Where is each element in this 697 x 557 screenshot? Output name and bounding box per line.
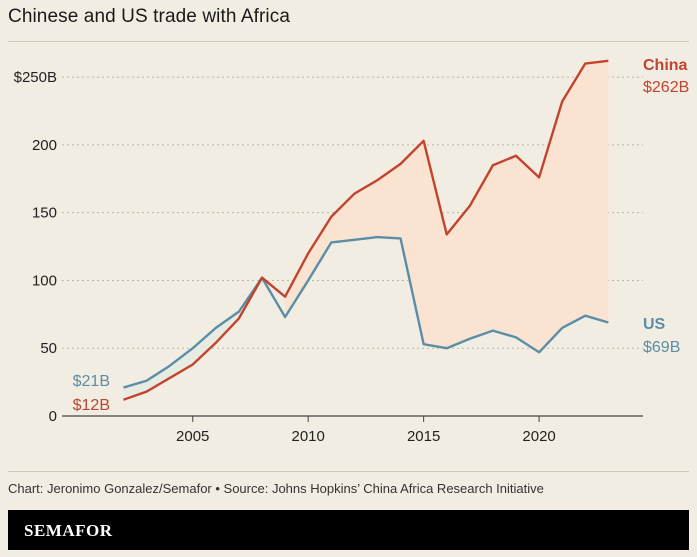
- top-divider: [8, 41, 689, 42]
- line-chart: China $262B US $69B $21B $12B 0 50 100 150 200 $25…: [14, 57, 690, 445]
- y-tick-label-250: $250B: [14, 69, 57, 86]
- us-start-value-label: $21B: [73, 373, 110, 390]
- brand-bar: SEMAFOR: [8, 510, 689, 550]
- china-name-label: China: [643, 57, 688, 74]
- y-tick-label-200: 200: [32, 137, 57, 154]
- chart-title: Chinese and US trade with Africa: [8, 6, 291, 27]
- gridlines: [62, 76, 643, 417]
- bottom-divider: [8, 471, 689, 472]
- y-tick-label-50: 50: [40, 340, 57, 357]
- x-tick-label-2015: 2015: [407, 428, 440, 445]
- x-tick-label-2010: 2010: [291, 428, 324, 445]
- source-caption: Chart: Jeronimo Gonzalez/Semafor • Sourc…: [8, 481, 544, 496]
- y-tick-label-100: 100: [32, 272, 57, 289]
- y-tick-label-0: 0: [49, 408, 57, 425]
- us-line: [123, 235, 609, 389]
- china-line: [123, 59, 609, 401]
- y-tick-label-150: 150: [32, 205, 57, 222]
- gap-fill-area: [123, 277, 262, 400]
- us-end-value-label: $69B: [643, 339, 680, 356]
- axis-ticks: 0 50 100 150 200 $250B 2005 2010 2015 2020: [14, 69, 556, 445]
- brand-logo: SEMAFOR: [24, 521, 113, 540]
- china-start-value-label: $12B: [73, 397, 110, 414]
- gap-fill-area: [285, 60, 609, 353]
- gap-fill: [123, 60, 609, 400]
- series-labels: China $262B US $69B $21B $12B: [73, 57, 690, 414]
- x-tick-label-2020: 2020: [522, 428, 555, 445]
- china-end-value-label: $262B: [643, 79, 689, 96]
- series-lines: [123, 59, 609, 401]
- us-name-label: US: [643, 316, 666, 333]
- x-tick-label-2005: 2005: [176, 428, 209, 445]
